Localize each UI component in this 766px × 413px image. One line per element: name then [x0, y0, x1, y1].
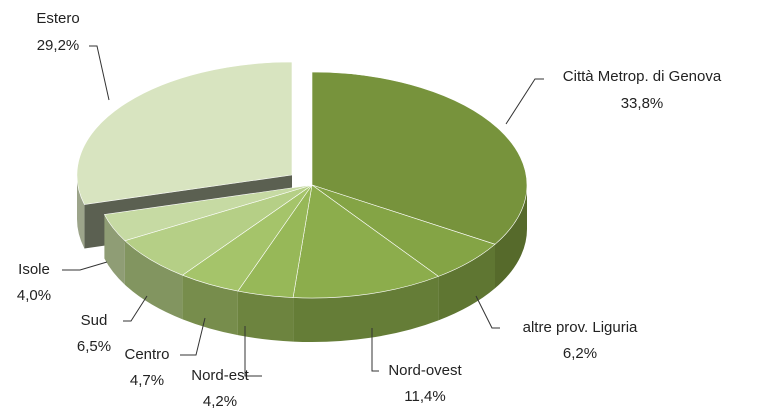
slice-label: Nord-est [191, 367, 249, 384]
slice [76, 61, 293, 205]
slice-side [237, 291, 294, 342]
slice-value: 11,4% [404, 388, 445, 405]
slice-label: Città Metrop. di Genova [563, 68, 722, 85]
slice-side [293, 276, 439, 343]
leader-line [505, 78, 544, 125]
leader-line [180, 317, 206, 356]
slice [103, 184, 313, 242]
slice-label: Isole [18, 261, 50, 278]
leader-line [123, 295, 148, 322]
slice-value: 29,2% [37, 37, 80, 54]
leader-line [244, 326, 262, 377]
slice-value: 4,7% [130, 372, 164, 389]
slice-side [124, 240, 183, 320]
slice-value: 4,2% [203, 393, 237, 410]
slice-side [104, 214, 125, 285]
slice-value: 4,0% [17, 287, 51, 304]
slice-label: Nord-ovest [388, 362, 462, 379]
slice-value: 6,5% [77, 338, 111, 355]
slice-side [495, 185, 527, 289]
slice-side [182, 275, 238, 336]
leader-line [371, 328, 379, 372]
slice-label: Sud [81, 312, 108, 329]
slice-label: Centro [124, 346, 169, 363]
slice-value: 33,8% [621, 95, 664, 112]
slice-value: 6,2% [563, 345, 597, 362]
slice [292, 184, 440, 299]
leader-line [475, 295, 500, 329]
leader-line [89, 45, 110, 101]
slice-label: altre prov. Liguria [523, 319, 638, 336]
leader-line [62, 261, 108, 271]
slice-side [76, 175, 85, 249]
slice [311, 71, 528, 245]
slice-side [438, 244, 495, 321]
slice-label: Estero [36, 10, 79, 27]
